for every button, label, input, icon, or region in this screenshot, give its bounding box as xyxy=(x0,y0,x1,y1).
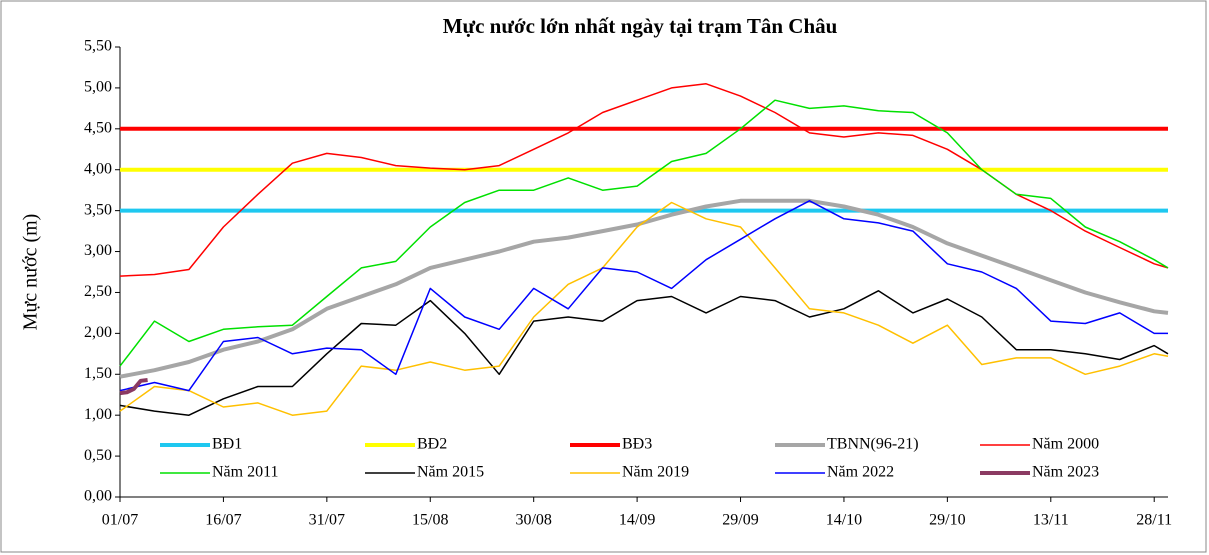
series-line xyxy=(119,290,1169,416)
series-line xyxy=(119,200,1168,392)
y-tick-label: 1,00 xyxy=(84,406,112,423)
legend-label: Năm 2019 xyxy=(622,464,689,481)
legend-label: BĐ3 xyxy=(622,436,652,453)
x-tick-label: 31/07 xyxy=(309,512,345,529)
x-tick-label: 30/08 xyxy=(515,512,551,529)
series-line xyxy=(119,378,148,396)
chart-title: Mực nước lớn nhất ngày tại trạm Tân Châu xyxy=(443,14,838,38)
y-tick-label: 0,50 xyxy=(84,447,112,464)
series-line xyxy=(119,198,1169,379)
x-tick-label: 28/11 xyxy=(1136,512,1172,529)
y-tick-label: 5,50 xyxy=(84,38,112,55)
y-tick-label: 3,00 xyxy=(84,242,112,259)
x-tick-label: 14/09 xyxy=(619,512,655,529)
legend-label: TBNN(96-21) xyxy=(827,436,919,453)
y-tick-label: 4,50 xyxy=(84,119,112,136)
y-tick-label: 1,50 xyxy=(84,365,112,382)
y-tick-label: 3,50 xyxy=(84,201,112,218)
series-line xyxy=(119,99,1169,367)
y-tick-label: 2,50 xyxy=(84,283,112,300)
x-tick-label: 16/07 xyxy=(205,512,241,529)
legend-label: Năm 2015 xyxy=(417,464,484,481)
x-tick-label: 14/10 xyxy=(826,512,862,529)
legend-label: Năm 2023 xyxy=(1032,464,1099,481)
x-tick-label: 15/08 xyxy=(412,512,448,529)
x-tick-label: 29/09 xyxy=(722,512,758,529)
legend-label: BĐ2 xyxy=(417,436,447,453)
x-tick-label: 01/07 xyxy=(102,512,138,529)
y-tick-label: 4,00 xyxy=(84,160,112,177)
legend-label: Năm 2000 xyxy=(1032,436,1099,453)
y-tick-label: 2,00 xyxy=(84,324,112,341)
legend-label: Năm 2022 xyxy=(827,464,894,481)
series-line xyxy=(119,201,1169,416)
legend-label: BĐ1 xyxy=(212,436,242,453)
y-tick-label: 5,00 xyxy=(84,79,112,96)
x-tick-label: 13/11 xyxy=(1033,512,1069,529)
x-tick-label: 29/10 xyxy=(929,512,965,529)
y-tick-label: 0,00 xyxy=(84,488,112,505)
legend-label: Năm 2011 xyxy=(212,464,279,481)
y-axis-label: Mực nước (m) xyxy=(20,214,42,331)
